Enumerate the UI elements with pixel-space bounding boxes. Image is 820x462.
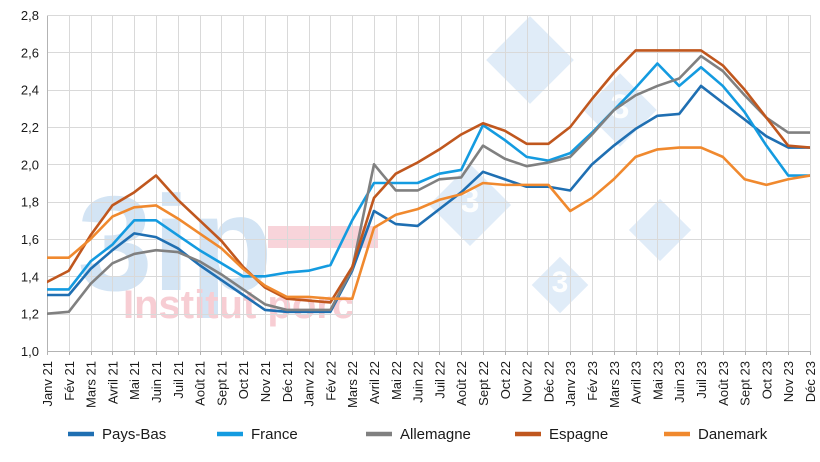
series-line-espagne	[47, 49, 810, 304]
x-axis-tick-label: Juil 22	[432, 361, 447, 399]
x-axis-tick-label: Oct 22	[498, 361, 513, 399]
grid-lines	[47, 15, 811, 355]
x-axis-tick-label: Fév 22	[323, 361, 338, 401]
x-axis-tick-label: Mars 21	[84, 361, 99, 408]
y-axis-tick-label: 1,6	[21, 232, 39, 247]
x-axis-tick-label: Nov 21	[258, 361, 273, 402]
x-axis-labels: Janv 21 Fév 21 Mars 21 Avril 21 Mai 21 Juin 2…	[40, 361, 818, 408]
series-line-france	[47, 62, 810, 291]
y-axis-tick-label: 1,4	[21, 269, 39, 284]
legend-label-allemagne: Allemagne	[400, 426, 471, 443]
x-axis-tick-label: Avril 23	[629, 361, 644, 404]
x-axis-tick-label: Déc 22	[541, 361, 556, 402]
y-axis-labels: 1,0 1,2 1,4 1,6 1,8 2,0 2,2 2,4 2,6 2,8	[21, 8, 39, 359]
legend-label-espagne: Espagne	[549, 426, 608, 443]
y-axis-tick-label: 2,0	[21, 157, 39, 172]
series-line-pays-bas	[47, 84, 810, 314]
x-axis-tick-label: Oct 23	[759, 361, 774, 399]
series-line-danemark	[47, 146, 810, 301]
y-axis-tick-label: 1,0	[21, 344, 39, 359]
x-axis-tick-label: Déc 23	[803, 361, 818, 402]
x-axis-tick-label: Nov 23	[781, 361, 796, 402]
x-axis-tick-label: Sept 23	[738, 361, 753, 406]
x-axis-tick-label: Juin 21	[149, 361, 164, 403]
y-axis-tick-label: 2,6	[21, 45, 39, 60]
x-axis-tick-label: Août 23	[716, 361, 731, 406]
x-axis-tick-label: Juil 23	[694, 361, 709, 399]
svg-text:Institut porc: Institut porc	[123, 283, 354, 327]
y-axis-tick-label: 2,4	[21, 83, 39, 98]
y-axis-tick-label: 2,8	[21, 8, 39, 23]
x-axis-tick-label: Janv 21	[40, 361, 55, 407]
x-axis-tick-label: Juin 23	[672, 361, 687, 403]
x-axis-tick-label: Avril 21	[105, 361, 120, 404]
x-axis-tick-label: Oct 21	[236, 361, 251, 399]
chart-legend: Pays-Bas France Allemagne Espagne Danemark	[68, 426, 768, 443]
legend-label-pays-bas: Pays-Bas	[102, 426, 166, 443]
x-axis-tick-label: Mai 23	[650, 361, 665, 400]
x-axis-tick-label: Avril 22	[367, 361, 382, 404]
x-axis-tick-label: Fév 21	[62, 361, 77, 401]
y-axis-tick-label: 1,8	[21, 195, 39, 210]
x-axis-tick-label: Août 22	[454, 361, 469, 406]
y-axis-tick-label: 2,2	[21, 120, 39, 135]
x-axis-tick-label: Mai 21	[127, 361, 142, 400]
legend-label-france: France	[251, 426, 298, 443]
series-line-allemagne	[47, 54, 810, 315]
x-axis-tick-label: Fév 23	[585, 361, 600, 401]
x-axis-tick-label: Janv 23	[563, 361, 578, 407]
x-axis-tick-label: Janv 22	[302, 361, 317, 407]
svg-text:3: 3	[552, 266, 569, 299]
series-lines	[47, 49, 810, 315]
x-axis-tick-label: Sept 22	[476, 361, 491, 406]
x-axis-tick-label: Nov 22	[520, 361, 535, 402]
legend-label-danemark: Danemark	[698, 426, 768, 443]
x-axis-tick-label: Juil 21	[171, 361, 186, 399]
x-axis-tick-label: Sept 21	[214, 361, 229, 406]
x-axis-tick-label: Déc 21	[280, 361, 295, 402]
x-axis-tick-label: Août 21	[193, 361, 208, 406]
x-axis-tick-label: Mai 22	[389, 361, 404, 400]
x-axis-tick-label: Juin 22	[411, 361, 426, 403]
x-axis-tick-label: Mars 22	[345, 361, 360, 408]
x-axis-tick-label: Mars 23	[607, 361, 622, 408]
y-axis-tick-label: 1,2	[21, 307, 39, 322]
